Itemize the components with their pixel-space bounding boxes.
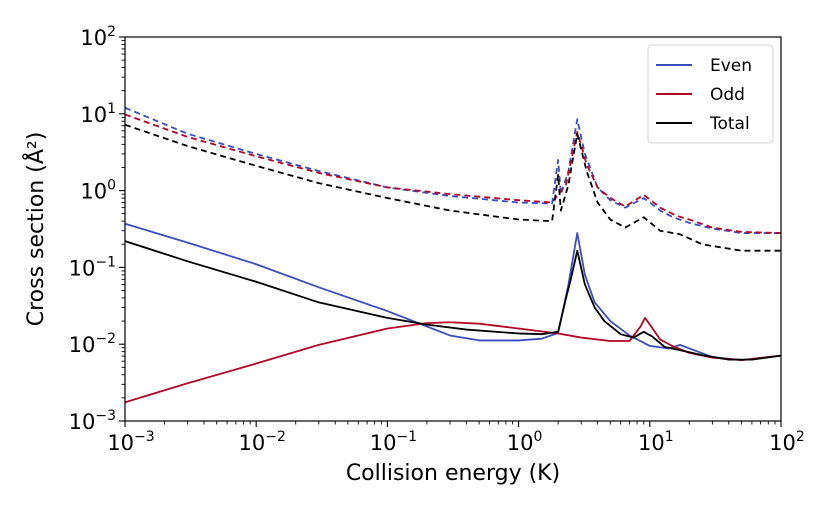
y-tick-label: 100 bbox=[80, 178, 116, 204]
series-line-total-dashed bbox=[125, 123, 781, 252]
x-tick-label: 10−3 bbox=[107, 429, 154, 455]
y-tick-label: 101 bbox=[80, 101, 116, 127]
y-tick-label: 10−3 bbox=[69, 408, 116, 434]
series-line-even-dashed bbox=[125, 106, 781, 234]
legend-label-even: Even bbox=[710, 56, 752, 76]
y-tick-label: 10−1 bbox=[69, 254, 116, 280]
legend-box bbox=[647, 44, 774, 144]
series-line-even bbox=[125, 222, 781, 362]
x-tick-label: 102 bbox=[769, 429, 805, 455]
y-axis-label: Cross section (Å²) bbox=[22, 132, 49, 327]
legend-label-total: Total bbox=[709, 114, 750, 134]
legend-label-odd: Odd bbox=[710, 85, 745, 105]
x-tick-label: 100 bbox=[507, 429, 543, 455]
x-axis-label: Collision energy (K) bbox=[346, 461, 560, 486]
x-tick-label: 10−1 bbox=[370, 429, 417, 455]
x-tick-label: 10−2 bbox=[239, 429, 286, 455]
y-tick-label: 10−2 bbox=[69, 331, 116, 357]
ticks: 10−3 10−2 10−1 100 101 102 10−3 10−2 10−1 100 101 1… bbox=[69, 24, 805, 455]
x-tick-label: 101 bbox=[638, 429, 674, 455]
series-line-odd bbox=[125, 317, 781, 404]
legend: Even Odd Total bbox=[647, 44, 774, 144]
series-line-total bbox=[125, 240, 781, 361]
plot-lines bbox=[125, 106, 781, 404]
y-tick-label: 102 bbox=[80, 24, 116, 50]
plot-frame bbox=[124, 36, 782, 422]
series-line-odd-dashed bbox=[125, 113, 781, 234]
